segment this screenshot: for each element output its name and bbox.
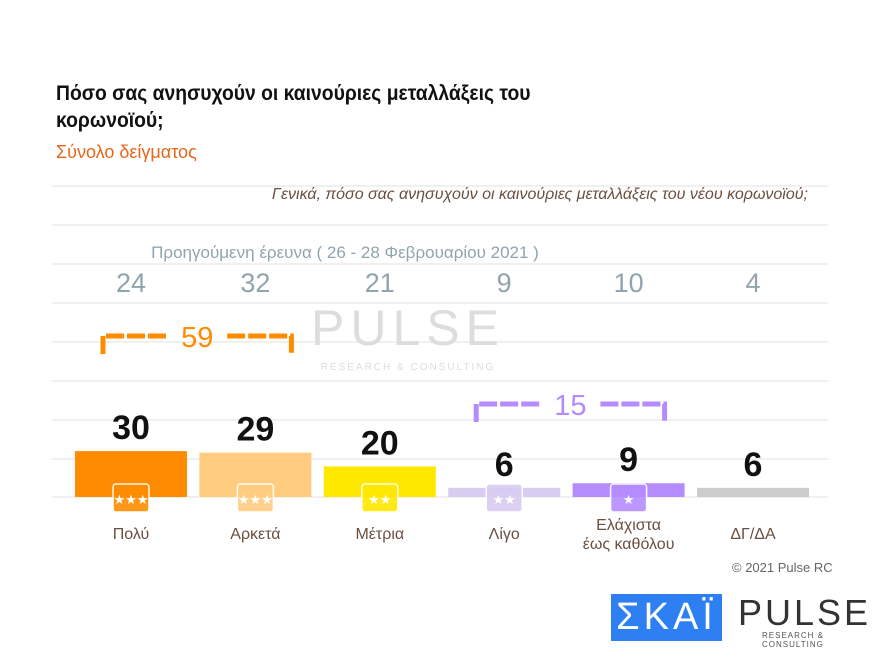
stars-icon-glyph: ★★	[493, 492, 516, 507]
stars-icon	[236, 483, 275, 513]
category-label: Ελάχιστα	[596, 517, 661, 534]
bar	[697, 487, 809, 497]
data-label: 20	[361, 424, 399, 462]
group-total: 59	[181, 322, 213, 354]
previous-value: 32	[240, 268, 270, 298]
previous-value: 21	[365, 268, 395, 298]
group-bracket	[100, 333, 294, 354]
data-label: 30	[112, 409, 150, 447]
copyright: © 2021 Pulse RC	[732, 560, 833, 575]
group-bracket	[473, 401, 668, 422]
previous-value: 24	[116, 268, 146, 298]
stars-icon-glyph: ★	[623, 492, 635, 507]
data-label: 6	[744, 446, 763, 484]
pulse-logo-subtitle: RESEARCH & CONSULTING	[762, 631, 825, 649]
previous-value: 4	[745, 268, 760, 298]
stars-icon	[485, 483, 523, 513]
stars-icon-glyph: ★★★	[114, 492, 149, 507]
stars-icon-glyph: ★★	[368, 492, 391, 507]
subtitle: Σύνολο δείγματος	[56, 142, 197, 162]
stars-icon	[609, 483, 648, 513]
stars-icon-glyph: ★★★	[238, 492, 273, 507]
previous-value: 9	[497, 268, 512, 298]
category-label: Μέτρια	[355, 526, 404, 543]
group-total: 15	[554, 390, 586, 422]
skai-logo: ΣΚΑΪ	[611, 594, 722, 641]
watermark-logo: PULSE	[311, 300, 505, 356]
previous-value: 10	[614, 268, 644, 298]
category-label: ΔΓ/ΔΑ	[730, 526, 776, 543]
data-label: 9	[619, 441, 638, 479]
category-label: Λίγο	[489, 526, 520, 543]
category-label: Αρκετά	[230, 526, 280, 543]
stars-icon	[112, 483, 150, 513]
pulse-logo: PULSE	[738, 592, 872, 633]
category-label: Πολύ	[113, 526, 150, 543]
data-label: 29	[236, 411, 274, 449]
previous-survey-label: Προηγούμενη έρευνα ( 26 - 28 Φεβρουαρίου…	[151, 243, 539, 262]
question-text: Γενικά, πόσο σας ανησυχούν οι καινούριες…	[271, 186, 808, 203]
watermark-logo-subtitle: RESEARCH & CONSULTING	[321, 362, 496, 373]
category-label: έως καθόλου	[583, 536, 675, 553]
page-title: Πόσο σας ανησυχούν οι καινούριες μεταλλά…	[56, 82, 531, 132]
data-label: 6	[495, 446, 514, 484]
stars-icon	[361, 483, 399, 513]
